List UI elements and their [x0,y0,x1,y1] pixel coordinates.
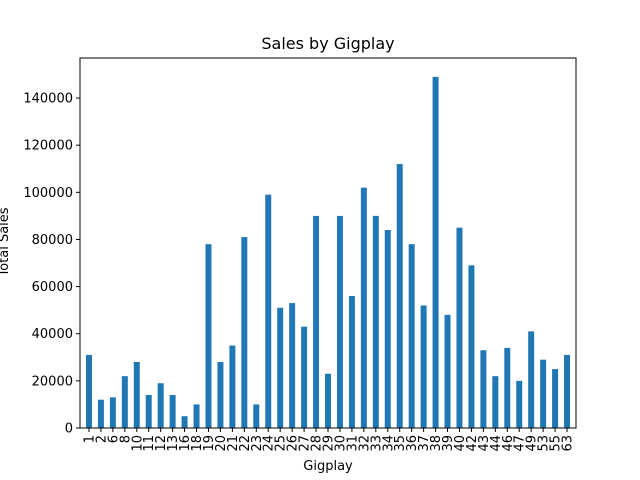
bars-group [85,76,571,429]
bar-43 [480,350,487,428]
x-tick-label: 38 [429,435,444,452]
bar-40 [456,227,463,428]
x-tick-label: 34 [381,435,396,452]
plot-frame [79,57,577,429]
bar-22 [241,237,248,428]
bar-26 [289,303,296,428]
bar-24 [265,194,272,428]
bar-28 [313,215,320,428]
bar-36 [408,244,415,428]
bar-34 [384,230,391,428]
bar-46 [504,347,511,428]
bar-47 [516,380,523,428]
x-tick-label: 30 [333,435,348,452]
x-tick-label: 53 [537,435,552,452]
bar-8 [121,376,128,428]
x-tick-label: 44 [489,435,504,452]
bar-6 [109,397,116,428]
x-tick-label: 36 [405,435,420,452]
bar-32 [360,187,367,428]
x-tick-label: 11 [142,435,157,452]
bar-29 [325,373,331,428]
y-axis: 0 20000 40000 60000 80000 100000 120000 140000 [23,92,80,437]
y-tick-label: 140000 [23,92,73,107]
bar-2 [97,399,104,428]
x-tick-label: 16 [178,435,193,452]
bar-44 [492,376,499,428]
x-tick-label: 8 [118,435,133,443]
bar-37 [420,305,427,428]
bar-12 [157,383,164,428]
x-tick-label: 55 [549,435,564,452]
x-tick-label: 37 [417,435,432,452]
bar-49 [528,331,535,428]
x-tick-label: 29 [322,435,337,452]
x-axis: 1268101112131618192021222324252627282930… [82,428,576,452]
x-tick-label: 13 [166,435,181,452]
bar-13 [169,395,176,428]
x-tick-label: 25 [274,435,289,452]
y-tick-label: 60000 [32,280,73,295]
x-tick-label: 21 [226,435,241,452]
x-tick-label: 28 [310,435,325,452]
x-axis-label: Gigplay [303,459,353,474]
bar-11 [145,395,152,428]
x-tick-label: 47 [513,435,528,452]
x-tick-label: 49 [525,435,540,452]
x-tick-label: 19 [202,435,217,452]
bar-18 [193,404,200,428]
x-tick-label: 31 [345,435,360,452]
bar-20 [217,362,224,428]
x-tick-label: 33 [369,435,384,452]
y-tick-label: 100000 [23,186,73,201]
bar-19 [205,244,212,428]
bar-42 [468,265,475,428]
x-tick-label: 10 [130,435,145,452]
bar-53 [540,359,547,428]
y-tick-label: 80000 [32,233,73,248]
x-tick-label: 27 [298,435,313,452]
bar-33 [372,215,379,428]
bar-38 [432,76,439,428]
x-tick-label: 2 [94,435,109,443]
bar-1 [85,354,92,428]
y-tick-label: 20000 [32,374,73,389]
x-tick-label: 40 [453,435,468,452]
y-axis-label: Total Sales [0,207,12,277]
bar-27 [301,326,308,428]
y-tick-label: 120000 [23,139,73,154]
bar-10 [133,362,140,428]
x-tick-label: 35 [393,435,408,452]
bar-30 [336,215,343,428]
x-tick-label: 22 [238,435,253,452]
x-tick-label: 18 [190,435,205,452]
bar-31 [348,296,355,428]
bar-63 [564,354,571,428]
bar-23 [253,404,260,428]
x-tick-label: 1 [82,435,97,443]
bar-25 [277,307,284,428]
bar-21 [229,345,236,428]
x-tick-label: 43 [477,435,492,452]
x-tick-label: 42 [465,435,480,452]
x-tick-label: 39 [441,435,456,452]
x-tick-label: 12 [154,435,169,452]
x-tick-label: 20 [214,435,229,452]
bar-16 [181,416,188,428]
x-tick-label: 23 [250,435,265,452]
bar-55 [552,369,559,428]
x-tick-label: 26 [286,435,301,452]
y-tick-label: 40000 [32,327,73,342]
x-tick-label: 63 [561,435,576,452]
x-tick-label: 46 [501,435,516,452]
bar-35 [396,164,403,429]
x-tick-label: 6 [106,435,121,443]
y-tick-label: 0 [65,422,73,437]
bar-39 [444,314,451,428]
chart-title: Sales by Gigplay [261,34,394,53]
x-tick-label: 32 [357,435,372,452]
x-tick-label: 24 [262,435,277,452]
